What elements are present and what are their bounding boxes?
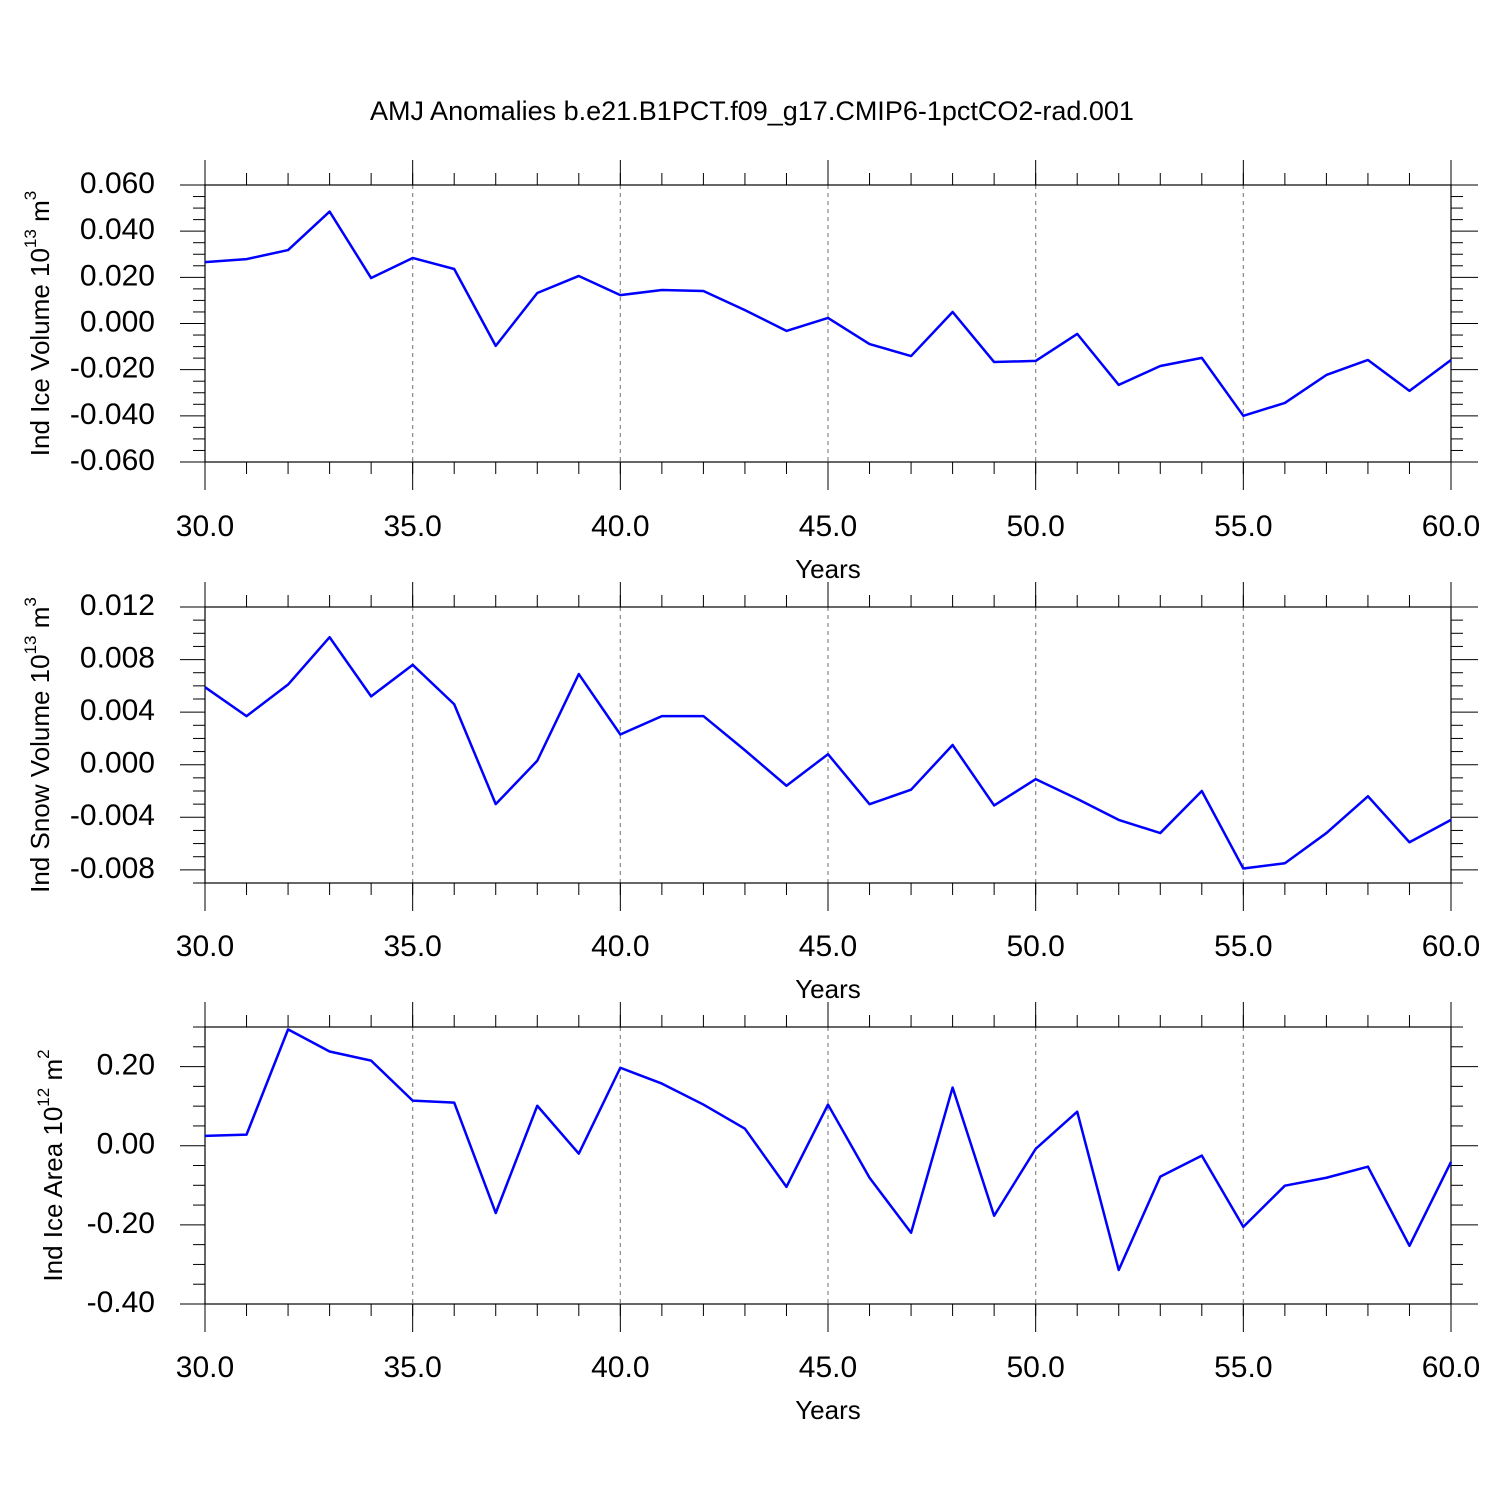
y-tick-label: 0.000: [80, 747, 155, 780]
y-axis-label: Ind Snow Volume 1013 m3: [21, 597, 54, 893]
y-tick-label: 0.060: [80, 167, 155, 200]
x-tick-label: 45.0: [799, 510, 857, 543]
chart-title: AMJ Anomalies b.e21.B1PCT.f09_g17.CMIP6-…: [370, 96, 1134, 126]
x-tick-label: 40.0: [591, 510, 649, 543]
y-axis-label-exponent: 13: [21, 635, 40, 654]
y-tick-label: 0.040: [80, 213, 155, 246]
x-tick-label: 45.0: [799, 1351, 857, 1384]
x-tick-label: 60.0: [1422, 930, 1480, 963]
y-axis-label: Ind Ice Area 1012 m2: [34, 1049, 67, 1281]
plot-frame: [204, 184, 1452, 463]
panel: 30.0 35.0 40.0 45.0 50.0 55.0 60.0 0.20 0.00 -0.2…: [34, 1002, 1480, 1425]
x-tick-label: 30.0: [176, 930, 234, 963]
x-tick-label: 45.0: [799, 930, 857, 963]
x-tick-label: 50.0: [1006, 1351, 1064, 1384]
plot-frame: [204, 606, 1452, 884]
y-axis-label-exponent: 13: [21, 229, 40, 248]
y-axis-label-exponent: 12: [34, 1088, 53, 1107]
x-axis-label: Years: [795, 1395, 861, 1425]
y-tick-label: -0.040: [70, 398, 155, 431]
x-tick-label: 30.0: [176, 510, 234, 543]
x-tick-label: 50.0: [1006, 930, 1064, 963]
y-tick-label: 0.20: [97, 1048, 155, 1081]
data-line: [204, 635, 1452, 870]
y-axis-label-unit-exponent: 2: [34, 1049, 53, 1058]
x-tick-label: 35.0: [383, 1351, 441, 1384]
y-tick-label: -0.004: [70, 799, 155, 832]
x-axis-label: Years: [795, 554, 861, 584]
y-tick-label: -0.20: [87, 1207, 155, 1240]
y-axis-label-unit-exponent: 3: [21, 191, 40, 200]
x-axis-label: Years: [795, 974, 861, 1004]
y-axis-label-text: Ind Ice Area 10: [38, 1107, 68, 1282]
x-tick-label: 35.0: [383, 510, 441, 543]
panel: 30.0 35.0 40.0 45.0 50.0 55.0 60.0 0.060 0.040 0.…: [21, 160, 1480, 584]
y-axis-label-unit-exponent: 3: [21, 597, 40, 606]
y-axis-label-unit: m: [25, 607, 55, 629]
y-tick-label: 0.012: [80, 589, 155, 622]
y-tick-label: 0.000: [80, 305, 155, 338]
y-tick-label: -0.40: [87, 1286, 155, 1319]
y-axis-label-unit: m: [25, 200, 55, 222]
x-tick-label: 35.0: [383, 930, 441, 963]
y-tick-label: 0.020: [80, 259, 155, 292]
x-tick-label: 40.0: [591, 930, 649, 963]
y-axis-label-space: [25, 222, 55, 229]
x-tick-label: 60.0: [1422, 510, 1480, 543]
y-axis-label-space: [25, 628, 55, 635]
x-tick-label: 50.0: [1006, 510, 1064, 543]
plot-frame: [204, 1026, 1452, 1305]
y-axis-label-text: Ind Snow Volume 10: [25, 654, 55, 893]
x-tick-label: 55.0: [1214, 510, 1272, 543]
panel: 30.0 35.0 40.0 45.0 50.0 55.0 60.0 0.012 0.008 0.…: [21, 582, 1480, 1004]
x-tick-label: 55.0: [1214, 1351, 1272, 1384]
y-tick-label: -0.020: [70, 352, 155, 385]
y-tick-label: 0.00: [97, 1128, 155, 1161]
x-tick-label: 40.0: [591, 1351, 649, 1384]
y-tick-label: -0.060: [70, 444, 155, 477]
y-axis-label-space: [38, 1081, 68, 1088]
x-tick-label: 30.0: [176, 1351, 234, 1384]
y-tick-label: 0.004: [80, 694, 155, 727]
x-tick-label: 60.0: [1422, 1351, 1480, 1384]
x-tick-label: 55.0: [1214, 930, 1272, 963]
y-axis-label: Ind Ice Volume 1013 m3: [21, 191, 54, 456]
y-axis-label-text: Ind Ice Volume 10: [25, 248, 55, 456]
y-tick-label: -0.008: [70, 852, 155, 885]
y-axis-label-unit: m: [38, 1059, 68, 1081]
data-line: [204, 1028, 1453, 1272]
data-line: [204, 210, 1452, 418]
y-tick-label: 0.008: [80, 641, 155, 674]
